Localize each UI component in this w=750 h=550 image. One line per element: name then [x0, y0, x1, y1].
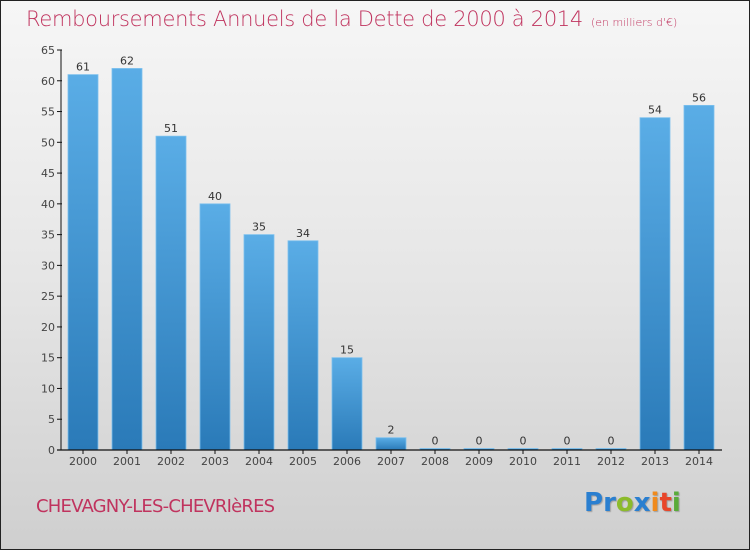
logo-letter: r	[603, 488, 616, 518]
x-tick-label-2002: 2002	[157, 455, 185, 468]
y-tick-label-35: 35	[41, 229, 55, 242]
data-label-2003: 40	[208, 190, 222, 203]
data-label-2012: 0	[608, 435, 615, 448]
x-tick-label-2014: 2014	[685, 455, 713, 468]
logo-letter: x	[633, 488, 651, 518]
data-label-2002: 51	[164, 122, 178, 135]
data-label-2001: 62	[120, 54, 134, 67]
y-tick-label-10: 10	[41, 382, 55, 395]
logo-letter: o	[615, 488, 634, 518]
data-label-2004: 35	[252, 221, 266, 234]
data-label-2014: 56	[692, 91, 706, 104]
data-label-2006: 15	[340, 344, 354, 357]
data-label-2005: 34	[296, 227, 310, 240]
data-label-2007: 2	[388, 424, 395, 437]
x-tick-label-2003: 2003	[201, 455, 229, 468]
bar-2004	[243, 234, 275, 451]
y-tick-label-40: 40	[41, 198, 55, 211]
bar-2013	[639, 117, 671, 451]
chart-unit: (en milliers d'€)	[591, 16, 678, 29]
x-tick-label-2008: 2008	[421, 455, 449, 468]
x-tick-label-2005: 2005	[289, 455, 317, 468]
chart-title: Remboursements Annuels de la Dette de 20…	[26, 7, 677, 31]
bar-2001	[111, 68, 143, 451]
y-tick-label-30: 30	[41, 259, 55, 272]
logo-letter: i	[650, 488, 660, 518]
logo-letter: i	[671, 488, 681, 518]
bar-2006	[331, 357, 363, 451]
x-tick-label-2000: 2000	[69, 455, 97, 468]
y-tick-label-5: 5	[48, 413, 55, 426]
commune-name: CHEVAGNY-LES-CHEVRIèRES	[36, 496, 275, 517]
bar-2007	[375, 437, 407, 451]
x-tick-label-2001: 2001	[113, 455, 141, 468]
data-label-2013: 54	[648, 104, 662, 117]
y-tick-label-65: 65	[41, 44, 55, 57]
x-tick-label-2013: 2013	[641, 455, 669, 468]
x-tick-label-2012: 2012	[597, 455, 625, 468]
x-tick-label-2009: 2009	[465, 455, 493, 468]
x-tick-label-2006: 2006	[333, 455, 361, 468]
x-tick-label-2004: 2004	[245, 455, 273, 468]
proxiti-logo[interactable]: Proxiti	[584, 488, 681, 518]
x-tick-label-2011: 2011	[553, 455, 581, 468]
data-label-2000: 61	[76, 61, 90, 74]
x-tick-label-2007: 2007	[377, 455, 405, 468]
logo-letter: t	[659, 488, 672, 518]
data-label-2008: 0	[432, 435, 439, 448]
bar-2005	[287, 240, 319, 451]
bar-2014	[683, 104, 715, 451]
x-tick-label-2010: 2010	[509, 455, 537, 468]
y-tick-label-20: 20	[41, 321, 55, 334]
bar-2000	[67, 74, 99, 451]
y-tick-label-60: 60	[41, 75, 55, 88]
logo-letter: P	[584, 488, 604, 518]
y-tick-label-55: 55	[41, 106, 55, 119]
y-tick-label-45: 45	[41, 167, 55, 180]
y-tick-label-25: 25	[41, 290, 55, 303]
bar-2002	[155, 135, 187, 451]
y-tick-label-15: 15	[41, 352, 55, 365]
y-tick-label-0: 0	[48, 444, 55, 457]
chart-title-text: Remboursements Annuels de la Dette de 20…	[26, 7, 583, 31]
bar-2003	[199, 203, 231, 451]
data-label-2009: 0	[476, 435, 483, 448]
data-label-2010: 0	[520, 435, 527, 448]
y-tick-label-50: 50	[41, 136, 55, 149]
data-label-2011: 0	[564, 435, 571, 448]
